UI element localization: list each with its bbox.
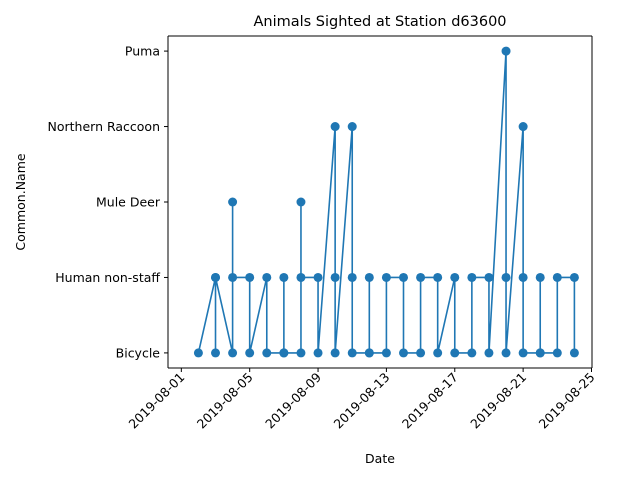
data-point: [450, 272, 460, 282]
y-tick-label: Northern Raccoon: [48, 119, 161, 134]
data-point: [501, 272, 511, 282]
data-point: [501, 348, 511, 358]
data-point: [399, 348, 408, 358]
data-point: [364, 348, 374, 358]
data-point: [262, 272, 272, 282]
data-point: [330, 348, 340, 358]
data-point: [433, 348, 443, 358]
series-markers-group: [193, 46, 579, 358]
data-point: [381, 348, 391, 358]
data-point: [245, 348, 255, 358]
y-tick-label: Bicycle: [116, 345, 161, 360]
y-tick-label: Mule Deer: [96, 195, 161, 210]
data-point: [433, 272, 443, 282]
data-point: [296, 272, 306, 282]
data-point: [416, 272, 426, 282]
data-point: [450, 348, 460, 358]
data-point: [211, 348, 221, 358]
data-point: [347, 122, 357, 132]
data-point: [467, 348, 477, 358]
data-point: [228, 197, 238, 207]
data-point: [296, 348, 306, 358]
data-point: [569, 272, 579, 282]
data-point: [364, 272, 374, 282]
data-point: [228, 272, 238, 282]
data-point: [381, 272, 391, 282]
y-axis-ticks: Bicycle Human non-staff Mule Deer Northern …: [48, 44, 168, 360]
plot-area: [168, 36, 592, 368]
data-point: [313, 348, 323, 358]
data-point: [330, 122, 340, 132]
data-point: [296, 197, 306, 207]
data-point: [518, 272, 528, 282]
axes-frame: [167, 35, 593, 369]
data-point: [193, 348, 203, 358]
data-point: [245, 272, 255, 282]
data-point: [313, 272, 323, 282]
data-point: [518, 122, 528, 132]
data-point: [399, 272, 408, 282]
data-point: [467, 272, 477, 282]
data-point: [501, 46, 511, 56]
data-point: [484, 348, 494, 358]
data-point: [228, 348, 238, 358]
data-point: [535, 272, 545, 282]
data-point: [535, 348, 545, 358]
data-point: [279, 348, 289, 358]
y-tick-label: Human non-staff: [55, 270, 160, 285]
data-point: [552, 272, 562, 282]
chart-title: Animals Sighted at Station d63600: [253, 14, 506, 30]
y-axis-label: Common.Name: [13, 153, 28, 250]
data-point: [416, 348, 426, 358]
data-point: [347, 348, 357, 358]
data-point: [569, 348, 579, 358]
data-point: [262, 348, 272, 358]
y-tick-label: Puma: [125, 44, 160, 59]
data-point: [484, 272, 494, 282]
x-axis-label: Date: [365, 451, 395, 466]
data-point: [347, 272, 357, 282]
data-point: [211, 272, 221, 282]
data-point: [552, 348, 562, 358]
data-point: [518, 348, 528, 358]
data-point: [279, 272, 289, 282]
data-point: [330, 272, 340, 282]
